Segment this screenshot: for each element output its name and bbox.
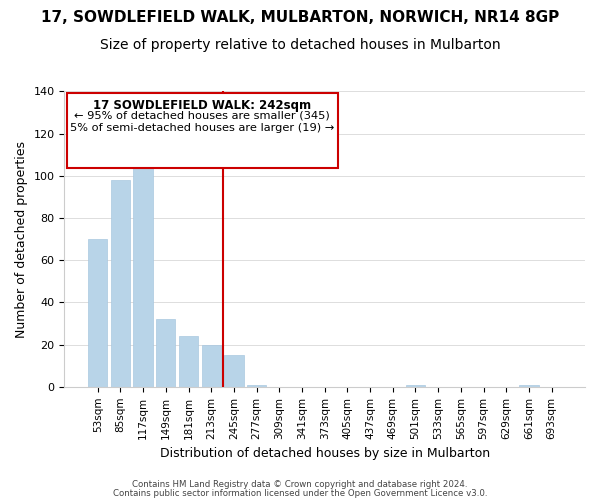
Text: Contains HM Land Registry data © Crown copyright and database right 2024.: Contains HM Land Registry data © Crown c… <box>132 480 468 489</box>
Text: 17 SOWDLEFIELD WALK: 242sqm: 17 SOWDLEFIELD WALK: 242sqm <box>93 99 311 112</box>
Y-axis label: Number of detached properties: Number of detached properties <box>15 140 28 338</box>
Bar <box>179 336 198 387</box>
Bar <box>133 166 153 387</box>
Bar <box>111 180 130 387</box>
Text: 5% of semi-detached houses are larger (19) →: 5% of semi-detached houses are larger (1… <box>70 122 334 132</box>
Bar <box>202 344 221 387</box>
Bar <box>520 384 539 387</box>
Text: ← 95% of detached houses are smaller (345): ← 95% of detached houses are smaller (34… <box>74 110 330 120</box>
Text: Contains public sector information licensed under the Open Government Licence v3: Contains public sector information licen… <box>113 488 487 498</box>
Text: 17, SOWDLEFIELD WALK, MULBARTON, NORWICH, NR14 8GP: 17, SOWDLEFIELD WALK, MULBARTON, NORWICH… <box>41 10 559 25</box>
Bar <box>224 355 244 387</box>
Bar <box>247 384 266 387</box>
Bar <box>88 239 107 387</box>
Bar <box>406 384 425 387</box>
Text: Size of property relative to detached houses in Mulbarton: Size of property relative to detached ho… <box>100 38 500 52</box>
X-axis label: Distribution of detached houses by size in Mulbarton: Distribution of detached houses by size … <box>160 447 490 460</box>
Bar <box>156 320 175 387</box>
FancyBboxPatch shape <box>67 93 338 168</box>
